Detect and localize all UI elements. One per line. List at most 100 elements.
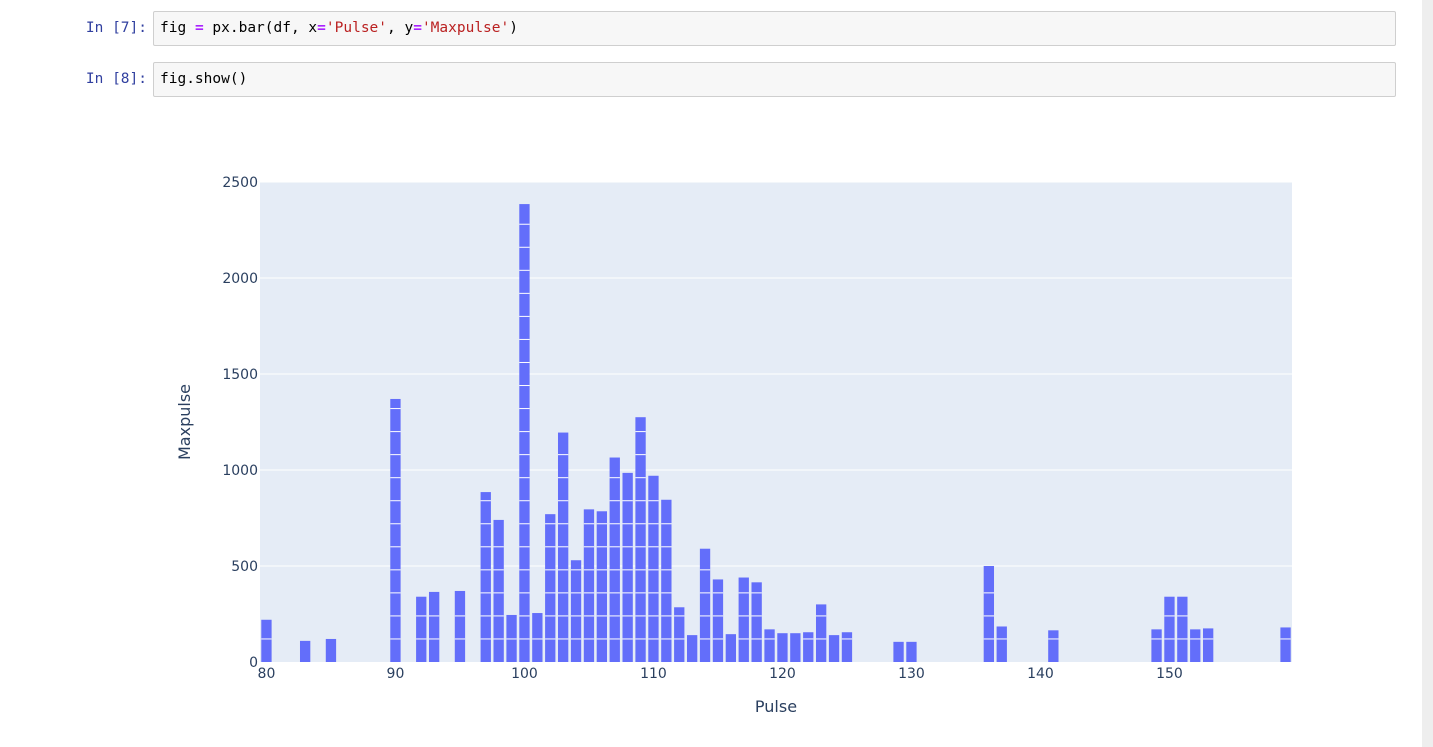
bar[interactable] (764, 629, 775, 662)
bar[interactable] (1280, 627, 1291, 662)
bar[interactable] (712, 579, 724, 662)
bar[interactable] (893, 641, 904, 662)
bar[interactable] (532, 613, 543, 662)
bar-rect[interactable] (841, 632, 853, 662)
bar[interactable] (738, 577, 749, 662)
bar[interactable] (828, 635, 840, 662)
bar[interactable] (983, 566, 995, 662)
bar-rect[interactable] (493, 519, 504, 662)
bar-rect[interactable] (828, 635, 840, 662)
bar[interactable] (790, 633, 801, 662)
bar[interactable] (686, 635, 698, 662)
bar-rect[interactable] (893, 641, 904, 662)
bar[interactable] (1177, 596, 1188, 662)
bar-rect[interactable] (545, 514, 556, 662)
bar-rect[interactable] (803, 632, 814, 662)
bar-rect[interactable] (519, 204, 530, 662)
bar[interactable] (480, 492, 491, 662)
bar[interactable] (557, 432, 569, 662)
bar[interactable] (299, 640, 311, 662)
bar[interactable] (725, 634, 737, 662)
bar-rect[interactable] (583, 509, 595, 662)
bar[interactable] (841, 632, 853, 662)
bar-rect[interactable] (299, 640, 311, 662)
bar[interactable] (1202, 628, 1214, 662)
bar-rect[interactable] (596, 511, 608, 662)
bar[interactable] (648, 475, 659, 662)
bar[interactable] (674, 607, 685, 662)
scrollbar[interactable] (1422, 0, 1433, 747)
bar-rect[interactable] (1151, 629, 1162, 662)
bar-rect[interactable] (609, 457, 620, 662)
bar-rect[interactable] (712, 579, 724, 662)
bar-rect[interactable] (725, 634, 737, 662)
bar-rect[interactable] (674, 607, 685, 662)
bar[interactable] (609, 457, 620, 662)
bar-rect[interactable] (686, 635, 698, 662)
bar[interactable] (1190, 629, 1201, 662)
bar[interactable] (1048, 630, 1059, 662)
bar-rect[interactable] (1202, 628, 1214, 662)
bar-rect[interactable] (699, 548, 711, 662)
bar[interactable] (454, 590, 466, 662)
bar-rect[interactable] (906, 641, 917, 662)
bar[interactable] (661, 499, 672, 662)
bar[interactable] (906, 641, 917, 662)
bar[interactable] (1151, 629, 1162, 662)
bar[interactable] (699, 548, 711, 662)
code-token: 'Maxpulse' (421, 20, 510, 36)
bar[interactable] (506, 614, 517, 662)
bar-rect[interactable] (622, 472, 633, 662)
bar[interactable] (996, 626, 1007, 662)
bar-rect[interactable] (570, 560, 582, 662)
bar[interactable] (751, 582, 762, 662)
bars[interactable] (261, 204, 1291, 662)
bar-rect[interactable] (777, 633, 788, 662)
bar-rect[interactable] (790, 633, 801, 662)
bar[interactable] (777, 633, 788, 662)
bar[interactable] (519, 204, 530, 662)
bar[interactable] (583, 509, 595, 662)
bar[interactable] (803, 632, 814, 662)
bar[interactable] (635, 417, 646, 662)
bar-rect[interactable] (648, 475, 659, 662)
bar-rect[interactable] (532, 613, 543, 662)
bar-rect[interactable] (983, 566, 995, 662)
bar[interactable] (570, 560, 582, 662)
bar-rect[interactable] (1164, 596, 1175, 662)
bar-rect[interactable] (738, 577, 749, 662)
bar-rect[interactable] (390, 398, 401, 662)
bar[interactable] (596, 511, 608, 662)
x-axis-title: Pulse (755, 697, 797, 716)
code-input[interactable]: fig = px.bar(df, x='Pulse', y='Maxpulse'… (153, 11, 1396, 46)
bar[interactable] (493, 519, 504, 662)
bar[interactable] (325, 638, 337, 662)
bar-rect[interactable] (325, 638, 337, 662)
bar[interactable] (428, 591, 440, 662)
bar[interactable] (416, 596, 427, 662)
bar-rect[interactable] (996, 626, 1007, 662)
bar[interactable] (390, 398, 401, 662)
bar[interactable] (1164, 596, 1175, 662)
bar-rect[interactable] (480, 492, 491, 662)
code-token: fig (160, 20, 187, 36)
bar-rect[interactable] (416, 596, 427, 662)
y-tick-labels: 0 500 1000 1500 2000 2500 (222, 175, 258, 671)
bar[interactable] (815, 604, 827, 662)
bar-rect[interactable] (1177, 596, 1188, 662)
bar-rect[interactable] (1280, 627, 1291, 662)
bar-rect[interactable] (428, 591, 440, 662)
code-input[interactable]: fig.show() (153, 62, 1396, 97)
bar[interactable] (622, 472, 633, 662)
bar[interactable] (261, 619, 272, 662)
bar-rect[interactable] (1048, 630, 1059, 662)
bar-rect[interactable] (635, 417, 646, 662)
bar-rect[interactable] (261, 619, 272, 662)
bar-rect[interactable] (661, 499, 672, 662)
bar-rect[interactable] (454, 590, 466, 662)
bar-rect[interactable] (1190, 629, 1201, 662)
bar-rect[interactable] (764, 629, 775, 662)
bar-rect[interactable] (751, 582, 762, 662)
bar-rect[interactable] (815, 604, 827, 662)
bar[interactable] (545, 514, 556, 662)
